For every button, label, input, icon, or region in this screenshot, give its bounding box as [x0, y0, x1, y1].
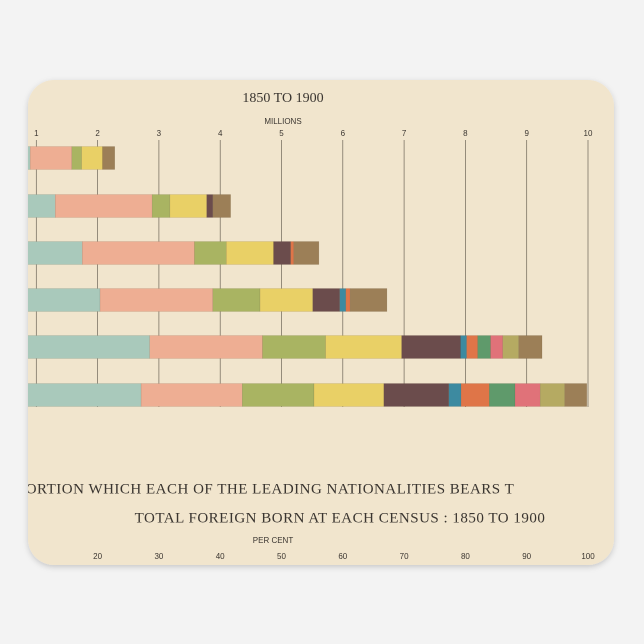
- x-tick-label: 7: [402, 129, 407, 138]
- bar-segment: [99, 288, 214, 312]
- bar-segment: [55, 194, 153, 218]
- x2-tick-label: 80: [461, 552, 470, 561]
- bar-segment: [28, 146, 31, 170]
- bar-segment: [82, 241, 195, 265]
- x-tick-label: 8: [463, 129, 468, 138]
- bar-segment: [212, 288, 261, 312]
- bar-segment: [81, 146, 103, 170]
- bar-segment: [514, 383, 541, 407]
- x-axis-label: MILLIONS: [264, 117, 301, 126]
- bar-segment: [466, 335, 478, 359]
- bar-segment: [28, 241, 83, 265]
- x2-tick-label: 70: [400, 552, 409, 561]
- bar-segment: [29, 146, 73, 170]
- x-tick-label: 9: [524, 129, 529, 138]
- x-tick-label: 5: [279, 129, 284, 138]
- bar-segment: [490, 335, 503, 359]
- x2-tick-label: 20: [93, 552, 102, 561]
- bar-segment: [151, 194, 171, 218]
- bar-segment: [194, 241, 227, 265]
- bar-segment: [212, 194, 231, 218]
- bar-segment: [28, 335, 150, 359]
- x-tick-label: 3: [157, 129, 162, 138]
- x2-tick-label: 50: [277, 552, 286, 561]
- x-tick-label: 2: [95, 129, 100, 138]
- subtitle: 1850 TO 1900: [242, 91, 323, 106]
- bar-segment: [102, 146, 115, 170]
- bar-segment: [140, 383, 243, 407]
- bar-segment: [206, 194, 214, 218]
- x-tick-label: 6: [341, 129, 346, 138]
- bar-segment: [312, 288, 340, 312]
- x2-tick-label: 100: [581, 552, 595, 561]
- x2-tick-label: 60: [338, 552, 347, 561]
- bar-segment: [149, 335, 263, 359]
- x2-tick-label: 40: [216, 552, 225, 561]
- bar-segment: [259, 288, 313, 312]
- bar-segment: [477, 335, 491, 359]
- bar-segment: [28, 383, 142, 407]
- plot: 1850 TO 1900 MILLIONS ORTION WHICH EACH …: [26, 91, 595, 561]
- x-tick-label: 4: [218, 129, 223, 138]
- bar-segment: [273, 241, 291, 265]
- bar-segment: [349, 288, 388, 312]
- bar-segment: [448, 383, 462, 407]
- bar-segment: [325, 335, 402, 359]
- bar-segment: [226, 241, 274, 265]
- bar-segment: [564, 383, 587, 407]
- x-tick-label: 10: [584, 129, 593, 138]
- bar-segment: [339, 288, 347, 312]
- bar-segment: [290, 241, 294, 265]
- chart-title: ORTION WHICH EACH OF THE LEADING NATIONA…: [26, 481, 515, 497]
- bar-segment: [401, 335, 461, 359]
- bar-segment: [28, 288, 101, 312]
- bar-segment: [71, 146, 82, 170]
- bar-segment: [345, 288, 351, 312]
- bar-segment: [502, 335, 519, 359]
- bar-segment: [293, 241, 320, 265]
- bar-segment: [489, 383, 516, 407]
- bar-segment: [28, 194, 56, 218]
- x2-axis-label: PER CENT: [253, 536, 294, 545]
- bar-segment: [383, 383, 450, 407]
- x2-tick-label: 90: [522, 552, 531, 561]
- bar-segment: [262, 335, 326, 359]
- bar-segment: [539, 383, 565, 407]
- bar-segment: [242, 383, 315, 407]
- bar-segment: [169, 194, 207, 218]
- chart-title: TOTAL FOREIGN BORN AT EACH CENSUS : 1850…: [135, 510, 546, 526]
- x-tick-label: 1: [34, 129, 39, 138]
- x2-tick-label: 30: [154, 552, 163, 561]
- bar-segment: [313, 383, 385, 407]
- bar-segment: [518, 335, 543, 359]
- bar-segment: [460, 383, 490, 407]
- bar-segment: [460, 335, 467, 359]
